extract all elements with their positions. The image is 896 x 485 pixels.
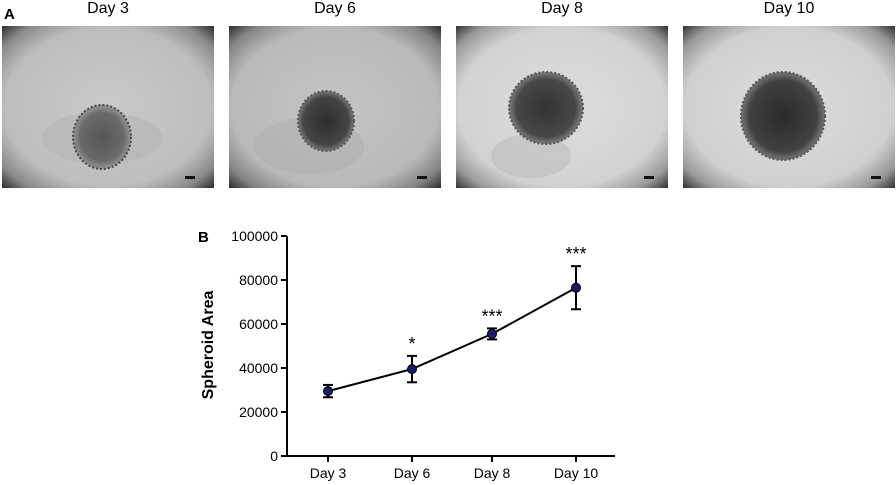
image-title-day3: Day 3 (87, 0, 129, 17)
y-tick-label: 60000 (239, 316, 278, 332)
micrograph-day8 (456, 26, 668, 188)
y-tick-label: 20000 (239, 404, 278, 420)
image-title-day10: Day 10 (763, 0, 815, 17)
x-tick-label: Day 3 (310, 465, 347, 481)
image-title-day8: Day 8 (541, 0, 583, 17)
series-line (327, 286, 577, 393)
significance-marker: * (408, 334, 415, 354)
data-point (487, 328, 497, 339)
micrograph-day10 (683, 26, 895, 188)
y-tick-label: 100000 (231, 228, 278, 244)
panel-a-label: A (4, 6, 15, 23)
y-tick-label: 40000 (239, 360, 278, 376)
data-point (407, 364, 417, 375)
y-tick-label: 80000 (239, 272, 278, 288)
panel-b-label: B (198, 229, 209, 246)
y-axis-label: Spheroid Area (200, 291, 217, 400)
image-title-day6: Day 6 (314, 0, 356, 17)
significance-marker: *** (565, 244, 586, 264)
micrograph-day3 (2, 26, 214, 188)
data-point (571, 282, 581, 293)
significance-marker: *** (481, 306, 502, 326)
x-tick-label: Day 6 (394, 465, 431, 481)
x-tick-label: Day 10 (554, 465, 599, 481)
x-tick-label: Day 8 (474, 465, 511, 481)
micrograph-day6 (229, 26, 441, 188)
y-tick-label: 0 (270, 448, 278, 464)
data-point (323, 386, 333, 397)
